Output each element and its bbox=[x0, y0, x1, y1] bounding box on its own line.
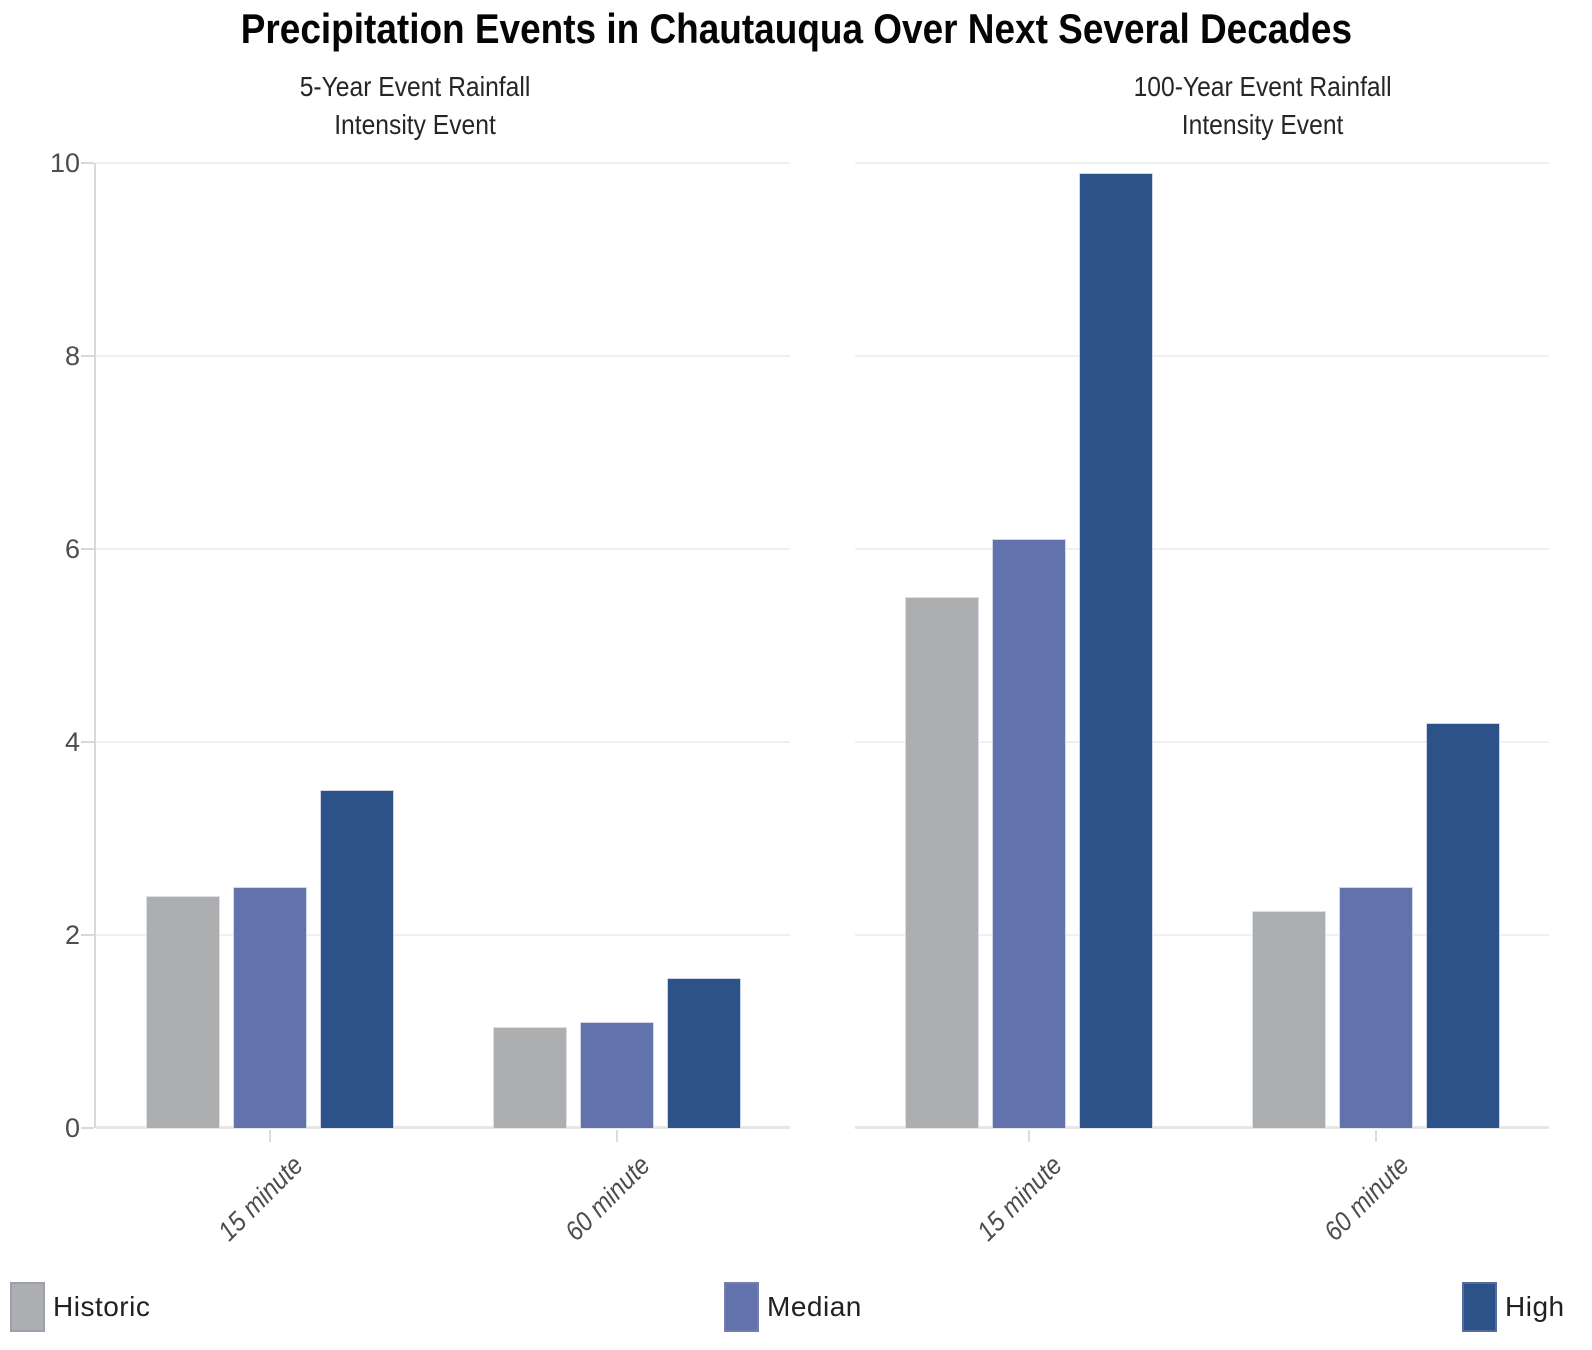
legend-item-median: Median bbox=[724, 1282, 862, 1332]
legend-swatch-historic bbox=[10, 1282, 45, 1332]
x-axis-tick-60-minute bbox=[1374, 1130, 1377, 1142]
bar-historic-60-minute bbox=[1251, 910, 1326, 1128]
x-axis-tick-15-minute bbox=[268, 1130, 271, 1142]
chart-title: Precipitation Events in Chautauqua Over … bbox=[240, 5, 1352, 52]
gridline-y-10 bbox=[855, 162, 1549, 164]
plot-area-5-year: 0 2 4 6 8 10 15 minute 60 minute bbox=[50, 149, 790, 1247]
x-axis-label-15-minute: 15 minute bbox=[212, 1150, 309, 1247]
bar-historic-60-minute bbox=[492, 1026, 567, 1128]
subtitle-100-year: 100-Year Event Rainfall Intensity Event bbox=[1134, 71, 1392, 140]
page-title-wrap: Precipitation Events in Chautauqua Over … bbox=[0, 4, 1592, 54]
y-axis-tick-label-0: 0 bbox=[64, 1113, 80, 1143]
subtitle-5-year-wrap: 5-Year Event Rainfall Intensity Event bbox=[65, 68, 765, 144]
x-axis-tick-60-minute bbox=[615, 1130, 618, 1142]
gridline-y-2 bbox=[855, 934, 1549, 936]
y-axis-tick-10 bbox=[81, 162, 94, 164]
x-axis-baseline bbox=[96, 1126, 790, 1129]
legend-swatch-high bbox=[1462, 1282, 1497, 1332]
bar-median-60-minute bbox=[1338, 886, 1413, 1128]
legend-item-historic: Historic bbox=[10, 1282, 150, 1332]
x-axis-baseline bbox=[855, 1126, 1549, 1129]
legend-item-high: High bbox=[1462, 1282, 1565, 1332]
y-axis-tick-6 bbox=[81, 548, 94, 550]
y-axis-tick-label-8: 8 bbox=[64, 341, 80, 371]
y-axis-tick-label-10: 10 bbox=[49, 148, 80, 178]
bar-high-60-minute bbox=[1425, 722, 1500, 1128]
legend-label-median: Median bbox=[767, 1291, 862, 1322]
bar-median-15-minute bbox=[232, 886, 307, 1128]
subtitle-5-year: 5-Year Event Rainfall Intensity Event bbox=[299, 71, 531, 140]
y-axis-tick-0 bbox=[81, 1127, 94, 1129]
gridline-y-4 bbox=[855, 741, 1549, 743]
legend-label-historic: Historic bbox=[53, 1291, 151, 1322]
bar-high-15-minute bbox=[1078, 172, 1153, 1128]
gridline-y-8 bbox=[855, 355, 1549, 357]
gridline-y-8 bbox=[96, 355, 790, 357]
y-axis-tick-4 bbox=[81, 741, 94, 743]
gridline-y-10 bbox=[96, 162, 790, 164]
x-axis-label-60-minute: 60 minute bbox=[1318, 1150, 1415, 1247]
y-axis-tick-2 bbox=[81, 934, 94, 936]
gridline-y-2 bbox=[96, 934, 790, 936]
gridline-y-6 bbox=[855, 548, 1549, 550]
y-axis-tick-label-2: 2 bbox=[64, 920, 80, 950]
legend-label-high: High bbox=[1505, 1291, 1565, 1322]
y-axis-tick-label-6: 6 bbox=[64, 534, 80, 564]
y-axis-line bbox=[94, 163, 96, 1128]
y-axis-tick-label-4: 4 bbox=[64, 727, 80, 757]
x-axis-label-15-minute: 15 minute bbox=[971, 1150, 1068, 1247]
bar-historic-15-minute bbox=[145, 896, 220, 1128]
legend-swatch-median bbox=[724, 1282, 759, 1332]
gridline-y-6 bbox=[96, 548, 790, 550]
x-axis-tick-15-minute bbox=[1027, 1130, 1030, 1142]
bar-median-60-minute bbox=[579, 1021, 654, 1128]
subtitle-100-year-wrap: 100-Year Event Rainfall Intensity Event bbox=[913, 68, 1592, 144]
bar-high-15-minute bbox=[319, 790, 394, 1128]
x-axis-label-60-minute: 60 minute bbox=[559, 1150, 656, 1247]
gridline-y-4 bbox=[96, 741, 790, 743]
y-axis-tick-8 bbox=[81, 355, 94, 357]
bar-historic-15-minute bbox=[904, 597, 979, 1128]
bar-median-15-minute bbox=[991, 539, 1066, 1128]
plot-area-100-year: 15 minute 60 minute bbox=[855, 162, 1549, 1247]
bar-high-60-minute bbox=[666, 978, 741, 1128]
